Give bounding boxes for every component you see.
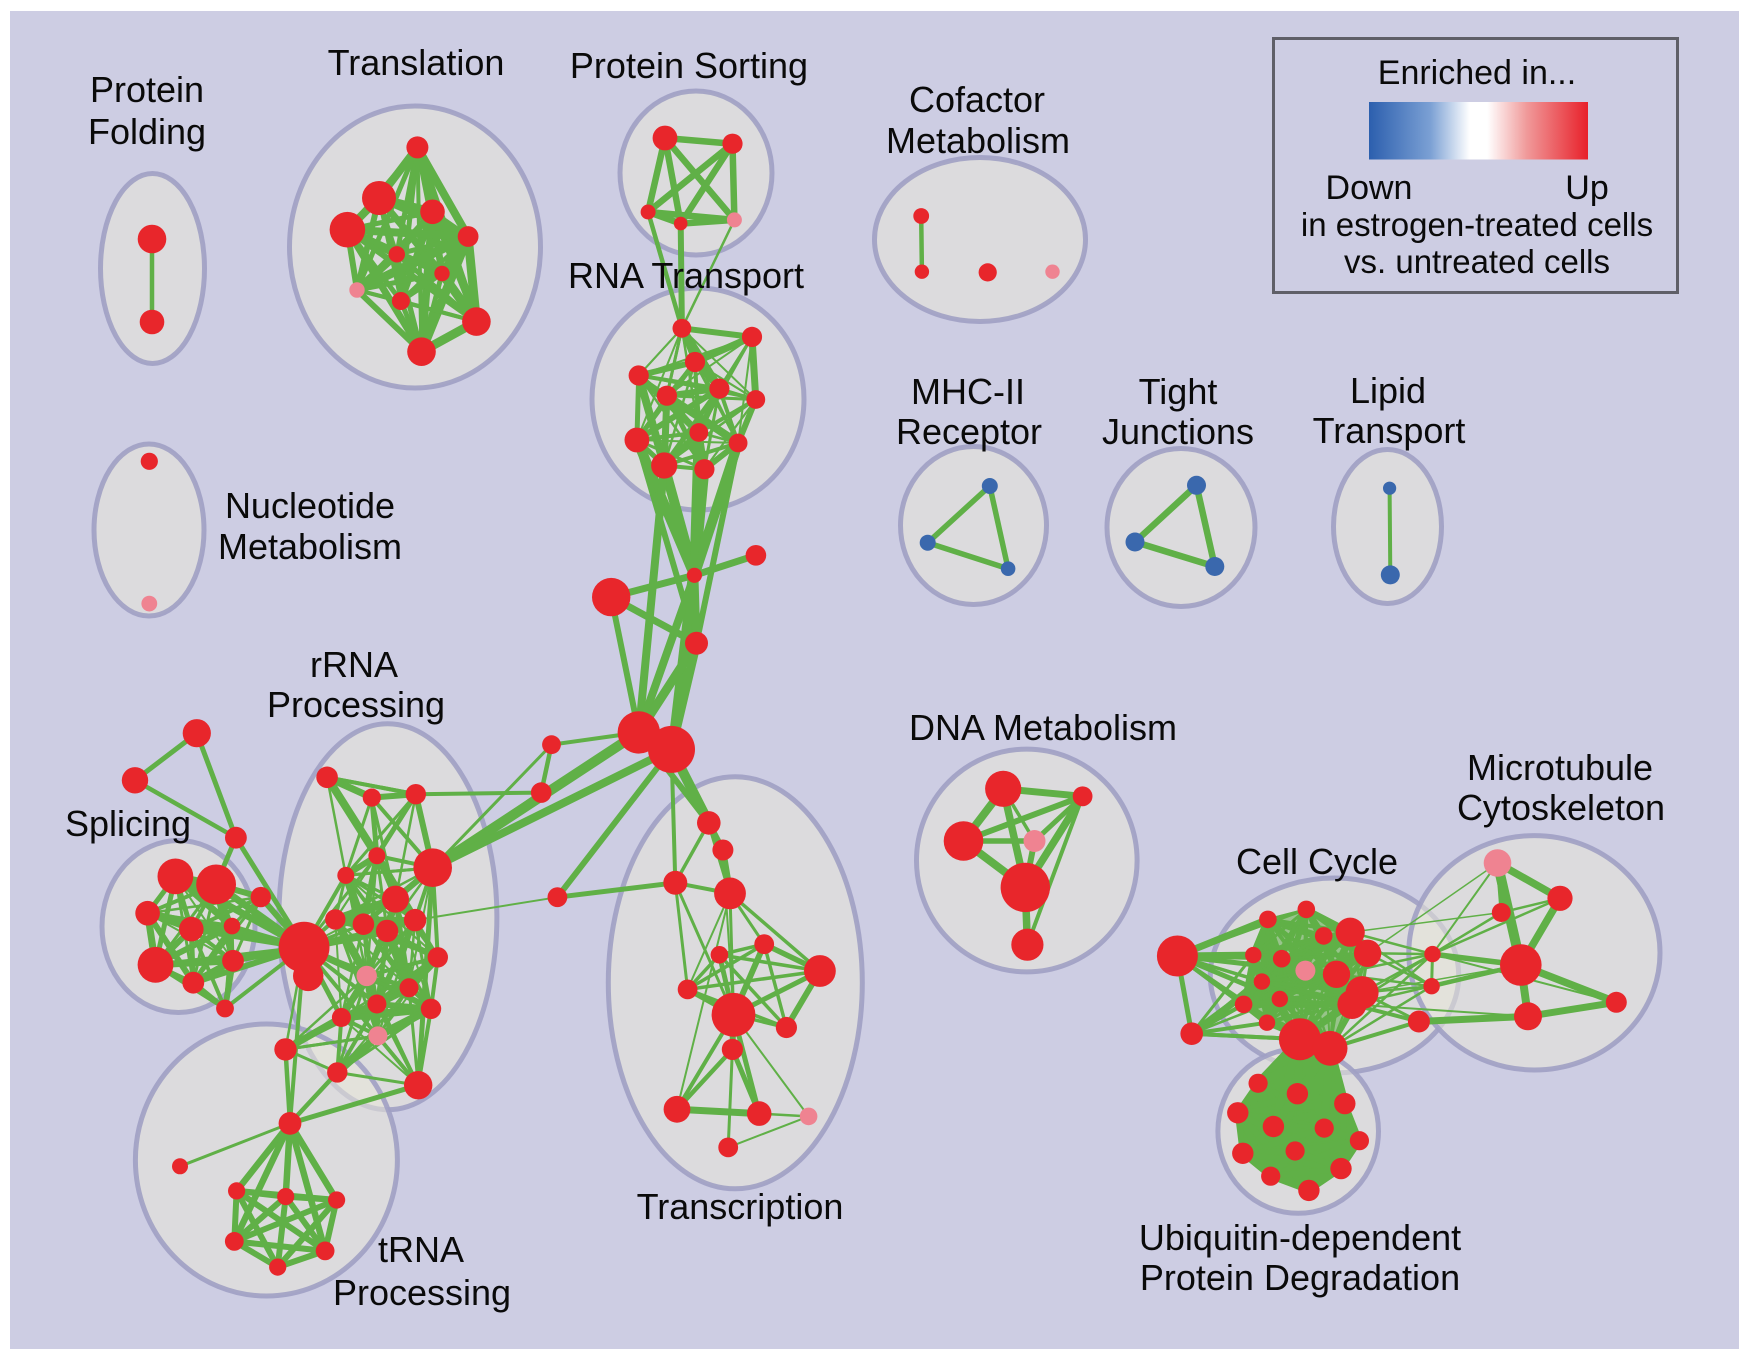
svg-text:MHC-II: MHC-II	[911, 371, 1025, 412]
svg-text:Translation: Translation	[328, 42, 505, 83]
svg-text:Protein Degradation: Protein Degradation	[1140, 1257, 1460, 1298]
svg-text:Receptor: Receptor	[896, 411, 1042, 452]
svg-text:Cell Cycle: Cell Cycle	[1236, 841, 1398, 882]
svg-text:Transcription: Transcription	[637, 1186, 844, 1227]
svg-text:vs. untreated cells: vs. untreated cells	[1344, 243, 1610, 280]
svg-text:Enriched in...: Enriched in...	[1378, 54, 1576, 92]
svg-text:Protein: Protein	[90, 69, 204, 110]
svg-text:Tight: Tight	[1139, 371, 1218, 412]
svg-text:Protein Sorting: Protein Sorting	[570, 45, 808, 86]
svg-text:in estrogen-treated cells: in estrogen-treated cells	[1301, 206, 1653, 243]
svg-text:Ubiquitin-dependent: Ubiquitin-dependent	[1139, 1217, 1461, 1258]
svg-text:Up: Up	[1565, 169, 1608, 207]
svg-text:Microtubule: Microtubule	[1467, 747, 1653, 788]
svg-text:DNA Metabolism: DNA Metabolism	[909, 707, 1177, 748]
svg-text:Cofactor: Cofactor	[909, 79, 1045, 120]
svg-text:RNA Transport: RNA Transport	[568, 255, 804, 296]
svg-text:Lipid: Lipid	[1350, 370, 1426, 411]
svg-text:Processing: Processing	[267, 684, 445, 725]
svg-text:Processing: Processing	[333, 1272, 511, 1313]
svg-text:Transport: Transport	[1313, 410, 1466, 451]
svg-text:Down: Down	[1326, 169, 1413, 207]
svg-text:tRNA: tRNA	[378, 1229, 464, 1270]
svg-text:Folding: Folding	[88, 111, 206, 152]
svg-text:rRNA: rRNA	[310, 644, 398, 685]
svg-text:Metabolism: Metabolism	[218, 526, 402, 567]
svg-text:Metabolism: Metabolism	[886, 120, 1070, 161]
svg-text:Splicing: Splicing	[65, 803, 191, 844]
svg-text:Junctions: Junctions	[1102, 411, 1254, 452]
svg-text:Nucleotide: Nucleotide	[225, 485, 395, 526]
svg-text:Cytoskeleton: Cytoskeleton	[1457, 787, 1665, 828]
